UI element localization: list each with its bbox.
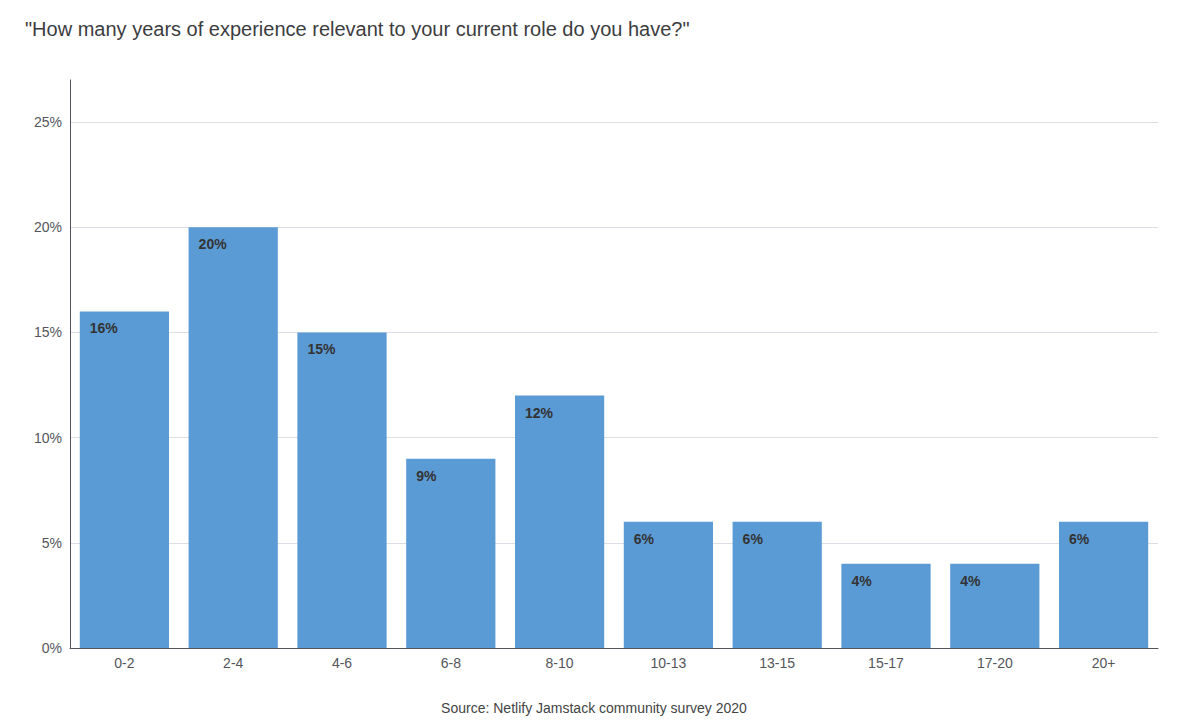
svg-text:4%: 4% (851, 573, 872, 589)
svg-text:16%: 16% (90, 320, 119, 336)
svg-text:"How many years of experience: "How many years of experience relevant t… (25, 18, 690, 40)
svg-text:9%: 9% (416, 468, 437, 484)
svg-text:Source: Netlify Jamstack commu: Source: Netlify Jamstack community surve… (441, 700, 747, 716)
svg-text:8-10: 8-10 (546, 655, 574, 671)
svg-text:15-17: 15-17 (868, 655, 904, 671)
svg-text:6%: 6% (1069, 531, 1090, 547)
svg-text:15%: 15% (307, 341, 336, 357)
svg-text:20%: 20% (34, 219, 62, 235)
svg-text:6-8: 6-8 (441, 655, 461, 671)
svg-text:10%: 10% (34, 430, 62, 446)
svg-text:10-13: 10-13 (650, 655, 686, 671)
svg-text:20%: 20% (199, 236, 228, 252)
svg-text:6%: 6% (743, 531, 764, 547)
svg-text:13-15: 13-15 (759, 655, 795, 671)
svg-text:20+: 20+ (1092, 655, 1116, 671)
svg-text:4%: 4% (960, 573, 981, 589)
svg-text:2-4: 2-4 (223, 655, 243, 671)
svg-text:6%: 6% (634, 531, 655, 547)
svg-text:0%: 0% (42, 640, 62, 656)
svg-text:15%: 15% (34, 324, 62, 340)
svg-text:25%: 25% (34, 114, 62, 130)
svg-text:4-6: 4-6 (332, 655, 352, 671)
svg-text:12%: 12% (525, 405, 554, 421)
svg-text:17-20: 17-20 (977, 655, 1013, 671)
svg-text:5%: 5% (42, 535, 62, 551)
svg-text:0-2: 0-2 (114, 655, 134, 671)
